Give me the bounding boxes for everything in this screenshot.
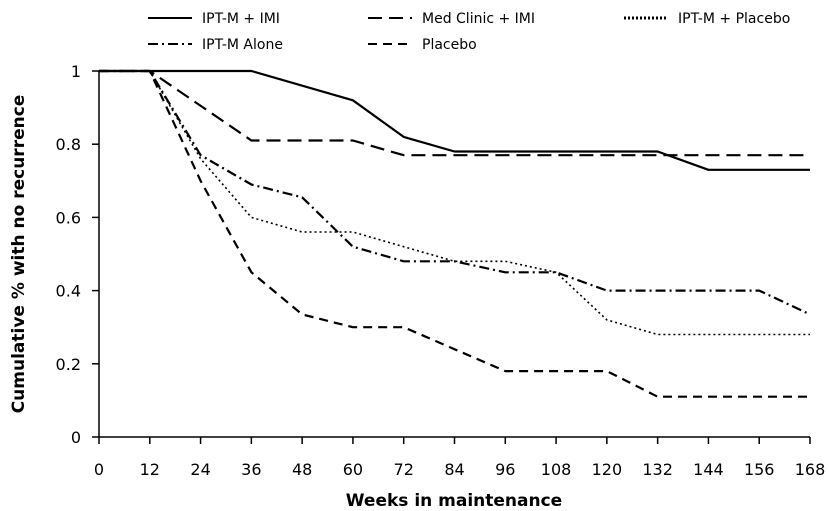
legend-label-ipt-m-alone: IPT-M Alone [202, 37, 283, 53]
legend: IPT-M + IMI Med Clinic + IMI IPT-M + Place… [148, 11, 790, 53]
x-tick-label: 0 [94, 460, 104, 479]
x-tick-label: 108 [541, 460, 572, 479]
x-tick-label: 84 [444, 460, 464, 479]
y-axis-title: Cumulative % with no recurrence [9, 95, 29, 414]
x-ticks: 0 12 24 36 48 60 72 84 96 108 120 132 144 156 168 [94, 437, 825, 479]
x-tick-label: 132 [642, 460, 673, 479]
x-tick-label: 144 [693, 460, 724, 479]
x-tick-label: 156 [744, 460, 775, 479]
series-lines [99, 69, 811, 398]
y-tick-label: 1 [71, 62, 81, 81]
legend-label-placebo: Placebo [422, 37, 477, 53]
x-tick-label: 12 [140, 460, 160, 479]
x-tick-label: 96 [495, 460, 515, 479]
x-axis-title: Weeks in maintenance [346, 491, 562, 511]
series-line-ipt-m-imi [99, 69, 810, 171]
y-tick-label: 0 [71, 428, 81, 447]
y-ticks: 0 0.2 0.4 0.6 0.8 1 [56, 62, 99, 447]
series-line-placebo [99, 69, 810, 398]
x-tick-label: 60 [343, 460, 363, 479]
legend-label-ipt-m-imi: IPT-M + IMI [202, 11, 280, 27]
y-tick-label: 0.6 [56, 208, 81, 227]
x-tick-label: 36 [241, 460, 261, 479]
x-tick-label: 168 [795, 460, 826, 479]
x-tick-label: 72 [394, 460, 414, 479]
series-line-med-clinic-imi [99, 69, 810, 157]
y-tick-label: 0.8 [56, 135, 81, 154]
x-tick-label: 24 [190, 460, 210, 479]
y-tick-label: 0.2 [56, 355, 81, 374]
series-line-ipt-m-placebo [99, 70, 810, 336]
axes [98, 71, 810, 438]
x-tick-label: 48 [292, 460, 312, 479]
y-tick-label: 0.4 [56, 282, 81, 301]
legend-label-ipt-m-placebo: IPT-M + Placebo [678, 11, 790, 27]
series-line-ipt-m-alone [99, 69, 811, 316]
x-tick-label: 120 [592, 460, 623, 479]
legend-label-med-clinic-imi: Med Clinic + IMI [422, 11, 535, 27]
